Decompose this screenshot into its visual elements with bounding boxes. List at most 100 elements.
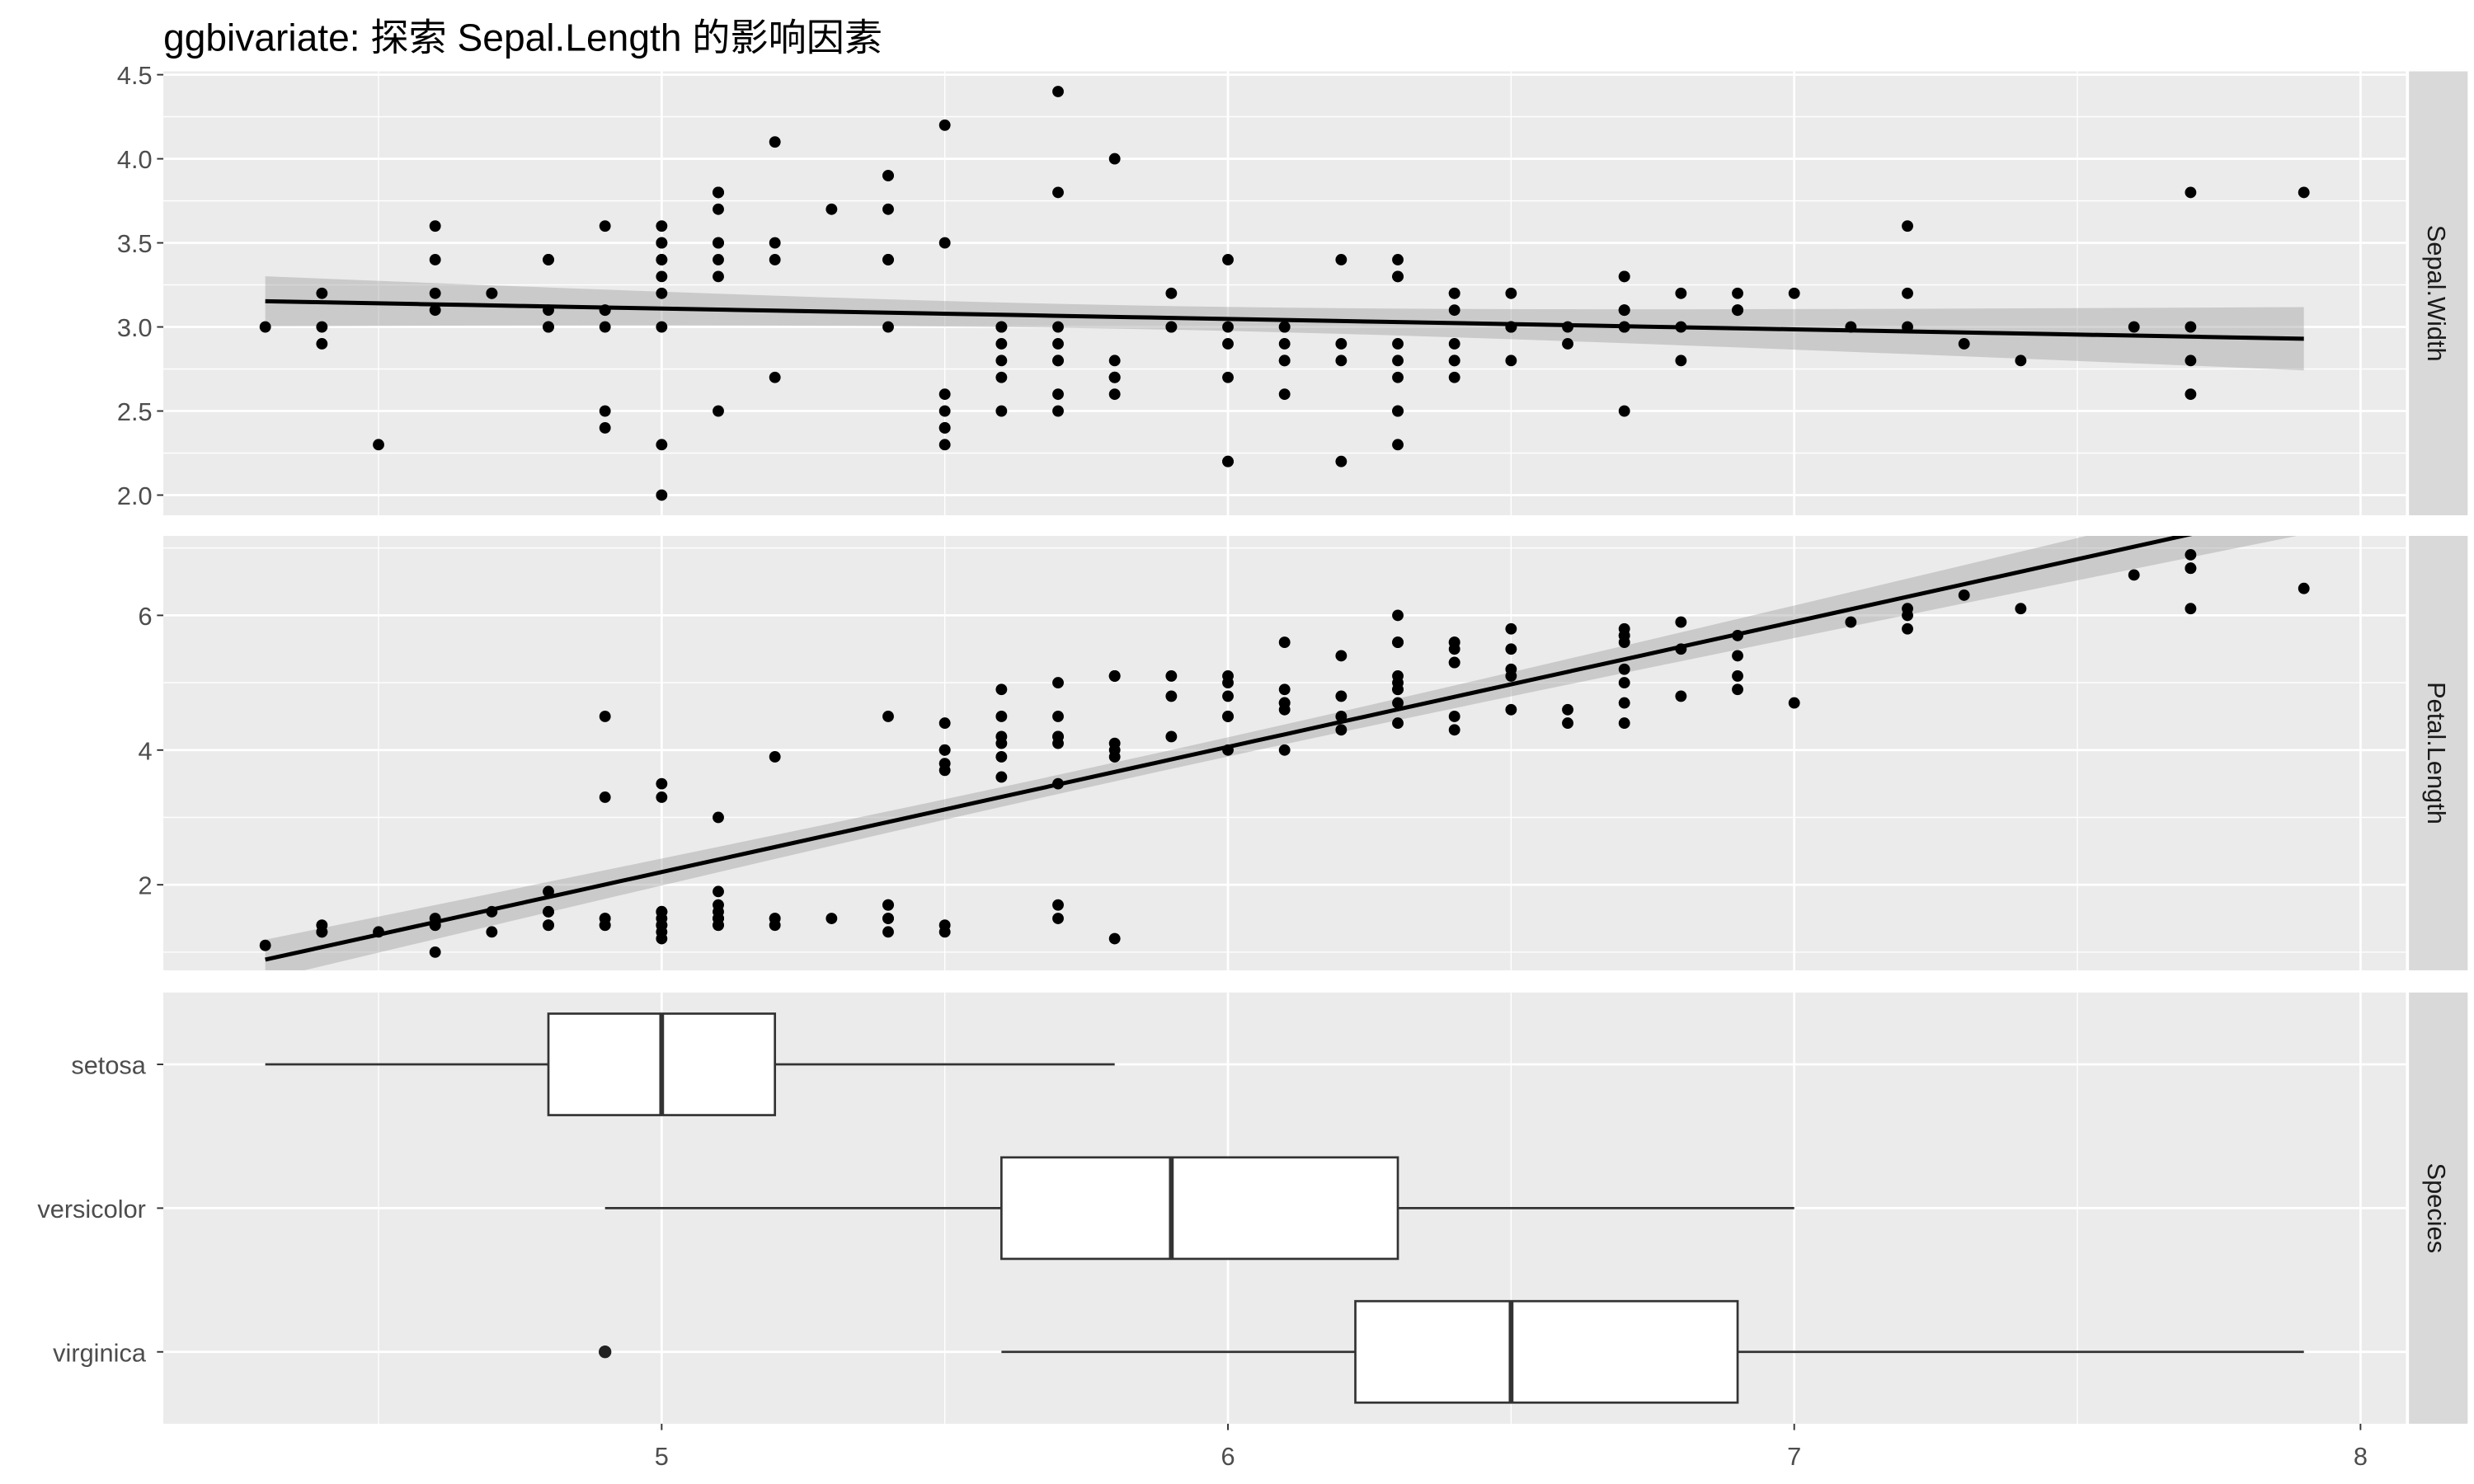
data-point — [1902, 287, 1913, 299]
data-point — [713, 237, 724, 249]
box — [1354, 1299, 1739, 1404]
data-point — [769, 136, 781, 148]
y-tick-label: virginica — [53, 1338, 147, 1367]
data-point — [1165, 690, 1178, 702]
data-point — [2298, 582, 2310, 594]
data-point — [1222, 690, 1234, 702]
data-point — [1335, 455, 1348, 467]
data-point — [1392, 697, 1404, 709]
data-point — [2298, 186, 2310, 199]
data-point — [713, 811, 724, 824]
data-point — [1052, 899, 1064, 911]
panel-background — [163, 71, 2406, 516]
panel-marks — [259, 536, 2310, 970]
y-tick-label: 6 — [139, 602, 153, 631]
data-point — [1618, 629, 1630, 641]
x-axis: 5 6 7 8 — [655, 1423, 2368, 1471]
data-point — [1448, 355, 1460, 367]
facet-strip — [2409, 536, 2468, 970]
data-point — [1732, 650, 1743, 662]
data-point — [1052, 677, 1064, 689]
data-point — [1958, 589, 1970, 601]
data-point — [656, 321, 668, 333]
data-point — [316, 926, 328, 938]
outlier-point — [598, 1345, 612, 1359]
data-point — [1505, 663, 1517, 675]
data-point — [656, 791, 668, 803]
data-point — [1562, 703, 1573, 716]
data-point — [1505, 622, 1517, 635]
data-point — [1392, 371, 1404, 383]
data-point — [543, 321, 554, 333]
data-point — [429, 287, 441, 299]
data-point — [1222, 338, 1234, 350]
data-point — [656, 254, 668, 265]
data-point — [938, 926, 951, 938]
data-point — [1505, 643, 1517, 655]
data-point — [429, 254, 441, 265]
data-point — [1902, 622, 1913, 635]
data-point — [599, 711, 611, 722]
data-point — [938, 388, 951, 401]
data-point — [1448, 304, 1460, 317]
data-point — [769, 237, 781, 249]
data-point — [1222, 677, 1234, 689]
data-point — [656, 220, 668, 232]
data-point — [882, 203, 894, 215]
panel-marks — [259, 86, 2310, 501]
data-point — [713, 203, 724, 215]
x-tick-label: 8 — [2354, 1442, 2368, 1471]
data-point — [656, 439, 668, 451]
data-point — [2185, 562, 2197, 575]
data-point — [1675, 355, 1687, 367]
data-point — [1448, 656, 1460, 669]
data-point — [1052, 321, 1064, 333]
data-point — [1562, 338, 1573, 350]
data-point — [1335, 355, 1348, 367]
y-tick-label: 3.0 — [117, 313, 153, 342]
y-tick-label: 2.0 — [117, 481, 153, 510]
data-point — [1108, 355, 1121, 367]
data-point — [1278, 636, 1291, 648]
data-point — [1052, 338, 1064, 350]
boxplot-setosa — [265, 1012, 1115, 1116]
data-point — [1108, 388, 1121, 401]
regression-line — [265, 298, 2304, 341]
data-point — [1392, 717, 1404, 730]
data-point — [769, 913, 781, 924]
data-point — [1448, 371, 1460, 383]
data-point — [1788, 287, 1800, 299]
data-point — [1108, 153, 1121, 165]
data-point — [2185, 603, 2197, 615]
data-point — [2128, 569, 2140, 581]
data-point — [1562, 717, 1573, 730]
data-point — [938, 717, 951, 730]
data-point — [656, 237, 668, 249]
data-point — [1222, 371, 1234, 383]
x-tick-label: 5 — [655, 1442, 669, 1471]
data-point — [1392, 439, 1404, 451]
data-point — [1732, 287, 1743, 299]
data-point — [656, 287, 668, 299]
data-point — [429, 946, 441, 958]
data-point — [656, 777, 668, 790]
chart-title: ggbivariate: 探索 Sepal.Length 的影响因素 — [163, 16, 882, 59]
data-point — [1392, 355, 1404, 367]
data-point — [713, 254, 724, 265]
data-point — [1108, 744, 1121, 756]
data-point — [882, 321, 894, 333]
data-point — [1392, 609, 1404, 622]
data-point — [2185, 321, 2197, 333]
facet-strip — [2409, 71, 2468, 516]
data-point — [2185, 388, 2197, 401]
data-point — [995, 751, 1008, 763]
data-point — [1448, 338, 1460, 350]
data-point — [599, 919, 611, 932]
data-point — [1052, 388, 1064, 401]
y-tick-label: 4.0 — [117, 145, 153, 174]
x-tick-label: 7 — [1787, 1442, 1801, 1471]
data-point — [882, 913, 894, 924]
data-point — [882, 254, 894, 265]
data-point — [1335, 650, 1348, 662]
